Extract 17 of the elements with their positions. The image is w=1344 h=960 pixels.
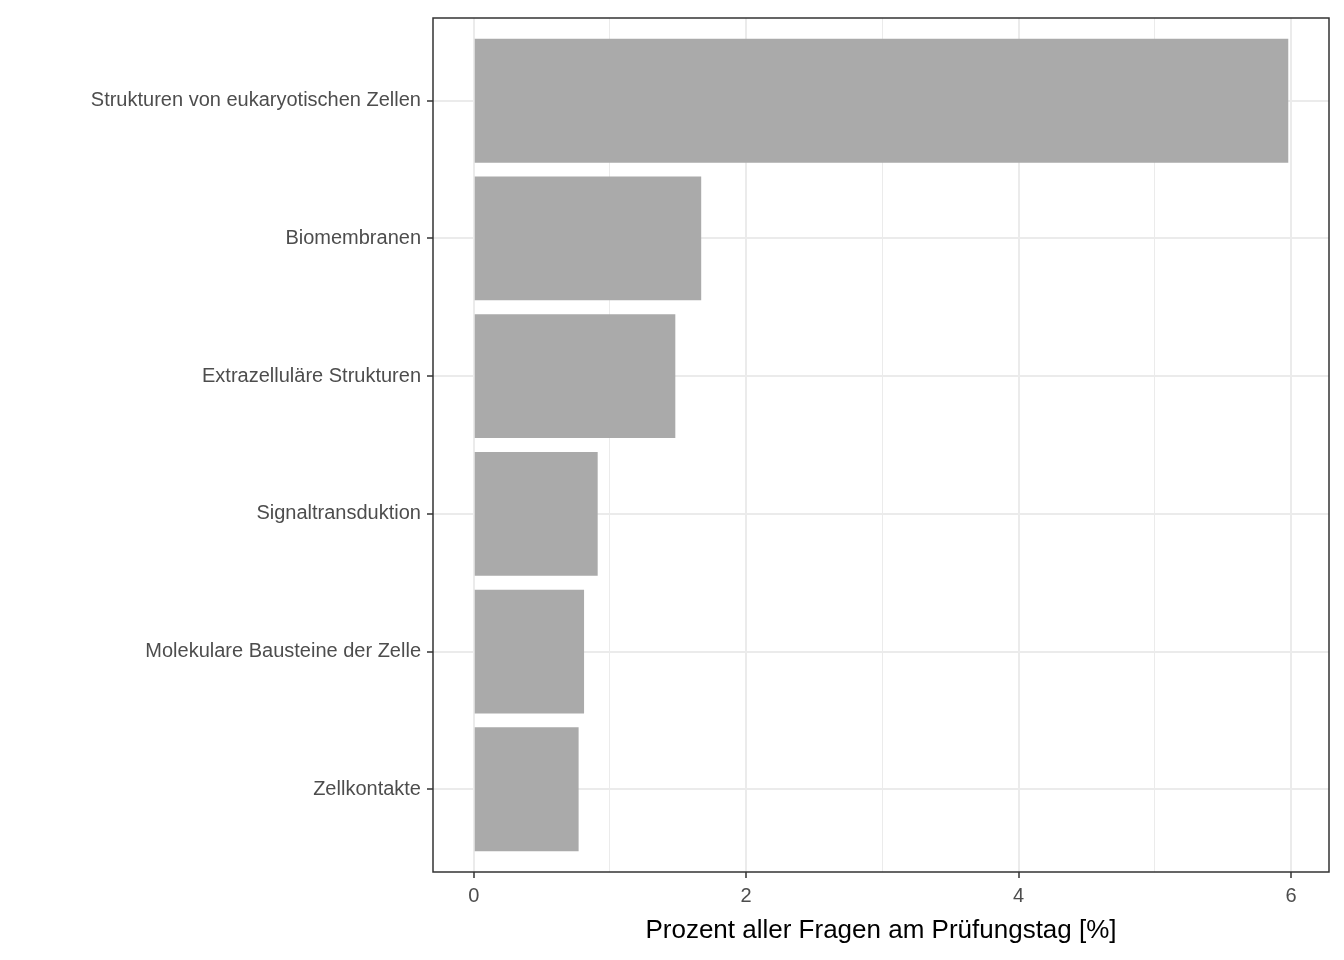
x-tick-label: 6	[1285, 883, 1297, 906]
y-tick-label: Molekulare Bausteine der Zelle	[145, 639, 421, 662]
bar	[474, 589, 585, 714]
x-tick-label: 0	[468, 883, 480, 906]
x-axis-title: Prozent aller Fragen am Prüfungstag [%]	[645, 913, 1117, 944]
y-tick-label: Extrazelluläre Strukturen	[202, 363, 421, 386]
y-tick-label: Strukturen von eukaryotischen Zellen	[90, 88, 421, 111]
bar	[474, 176, 702, 301]
y-tick-label: Zellkontakte	[313, 776, 421, 799]
x-tick-label: 4	[1013, 883, 1025, 906]
bar	[474, 727, 579, 852]
bar	[474, 451, 598, 576]
bar	[474, 38, 1289, 163]
bar	[474, 314, 676, 439]
x-tick-label: 2	[740, 883, 752, 906]
y-tick-label: Signaltransduktion	[256, 501, 421, 524]
y-tick-label: Biomembranen	[285, 225, 421, 248]
